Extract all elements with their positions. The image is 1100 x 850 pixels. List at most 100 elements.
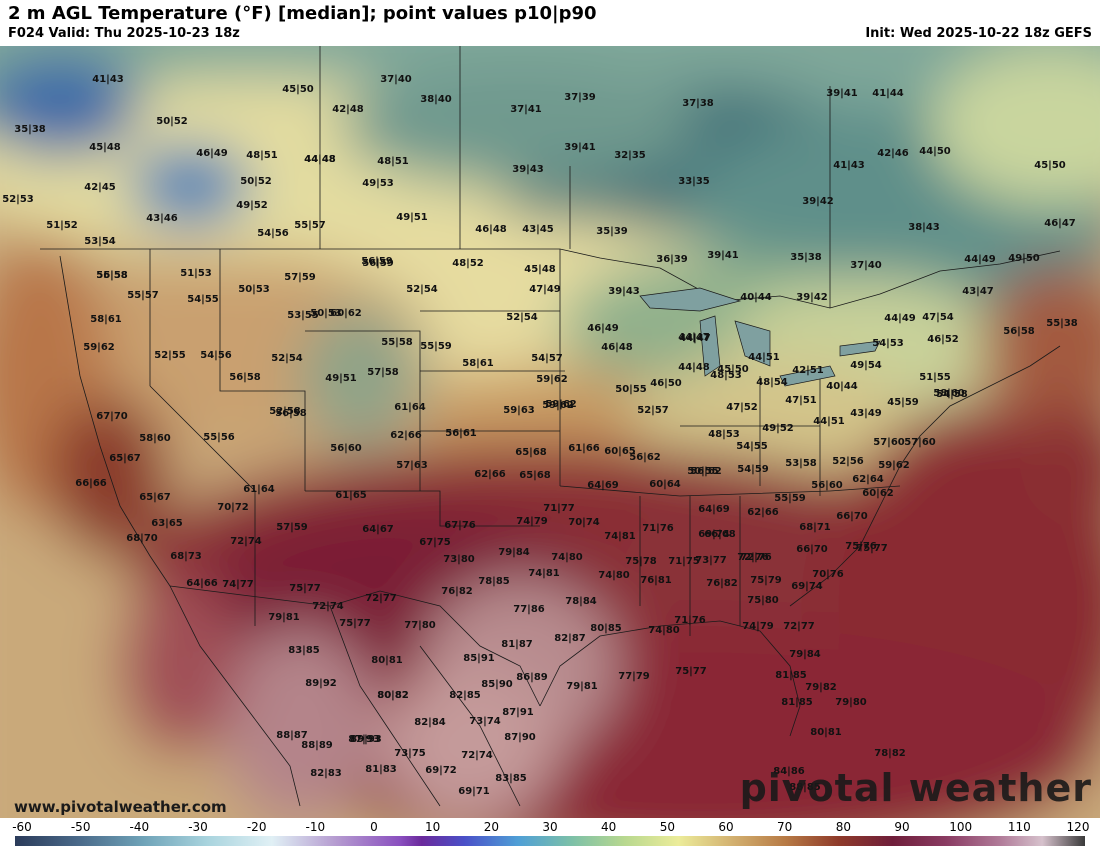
point-value-label: 85|91 (463, 653, 495, 664)
point-value-label: 59|62 (83, 342, 115, 353)
point-value-label: 59|63 (503, 405, 535, 416)
map-header: 2 m AGL Temperature (°F) [median]; point… (0, 0, 1100, 46)
great-lakes (639, 287, 881, 387)
scale-label: -40 (129, 820, 150, 834)
point-value-label: 37|40 (380, 74, 412, 85)
point-value-label: 56|58 (1003, 326, 1035, 337)
point-value-label: 72|74 (312, 601, 344, 612)
point-value-label: 64|67 (362, 524, 394, 535)
point-value-label: 41|44 (872, 88, 904, 99)
point-value-label: 42|51 (792, 365, 824, 376)
point-value-label: 39|43 (608, 286, 640, 297)
point-value-label: 79|84 (789, 649, 821, 660)
point-value-label: 67|76 (444, 520, 476, 531)
point-value-label: 61|64 (243, 484, 275, 495)
point-value-label: 71|76 (674, 615, 706, 626)
point-value-label: 79|82 (805, 682, 837, 693)
point-value-label: 61|65 (335, 490, 367, 501)
point-value-label: 65|67 (139, 492, 171, 503)
point-value-label: 56|59 (361, 256, 393, 267)
point-value-label: 64|66 (186, 578, 218, 589)
point-value-label: 75|77 (675, 666, 707, 677)
point-value-label: 82|85 (449, 690, 481, 701)
point-value-label: 39|43 (512, 164, 544, 175)
point-value-label: 73|77 (695, 555, 727, 566)
point-value-label: 41|43 (833, 160, 865, 171)
point-value-label: 62|66 (474, 469, 506, 480)
point-value-label: 46|49 (196, 148, 228, 159)
point-value-label: 38|40 (420, 94, 452, 105)
point-value-label: 58|61 (462, 358, 494, 369)
point-value-label: 57|59 (284, 272, 316, 283)
point-value-label: 39|42 (796, 292, 828, 303)
point-value-label: 64|69 (587, 480, 619, 491)
temperature-map[interactable]: 41|43 45|50 37|40 38|40 42|48 37|41 37|39 37|38… (0, 46, 1100, 818)
point-value-label: 83|85 (288, 645, 320, 656)
point-value-label: 77|79 (618, 671, 650, 682)
point-value-label: 35|38 (14, 124, 46, 135)
point-value-label: 74|81 (604, 531, 636, 542)
political-borders (40, 46, 1061, 807)
point-value-label: 81|85 (775, 670, 807, 681)
point-value-label: 52|54 (406, 284, 438, 295)
point-value-label: 42|46 (877, 148, 909, 159)
point-value-label: 55|58 (96, 270, 128, 281)
point-value-label: 72|77 (783, 621, 815, 632)
point-value-label: 44|49 (884, 313, 916, 324)
point-value-label: 82|87 (554, 633, 586, 644)
point-value-label: 72|77 (365, 593, 397, 604)
point-value-label: 69|72 (425, 765, 457, 776)
point-value-label: 80|82 (377, 690, 409, 701)
point-value-label: 56|58 (275, 408, 307, 419)
point-value-label: 64|69 (698, 504, 730, 515)
point-values: 41|43 45|50 37|40 38|40 42|48 37|41 37|39 37|38… (2, 74, 1078, 797)
point-value-label: 48|51 (377, 156, 409, 167)
point-value-label: 59|62 (545, 399, 577, 410)
scale-label: -10 (305, 820, 326, 834)
point-value-label: 54|59 (737, 464, 769, 475)
point-value-label: 54|56 (200, 350, 232, 361)
point-value-label: 44|48 (304, 154, 336, 165)
point-value-label: 42|45 (84, 182, 116, 193)
point-value-label: 87|93 (348, 734, 380, 745)
point-value-label: 39|42 (802, 196, 834, 207)
point-value-label: 83|85 (495, 773, 527, 784)
point-value-label: 56|58 (96, 270, 128, 281)
scale-label: 40 (601, 820, 617, 834)
point-value-label: 77|86 (513, 604, 545, 615)
brand-logo: pivotal weather (739, 766, 1092, 810)
site-url[interactable]: www.pivotalweather.com (14, 798, 227, 816)
point-value-label: 57|60 (873, 437, 905, 448)
point-value-label: 39|41 (564, 142, 596, 153)
point-value-label: 52|57 (637, 405, 669, 416)
point-value-label: 46|48 (475, 224, 507, 235)
scale-label: 70 (777, 820, 793, 834)
point-value-label: 82|83 (310, 768, 342, 779)
point-value-label: 82|84 (414, 717, 446, 728)
point-value-label: 71|75 (668, 556, 700, 567)
point-value-label: 79|84 (498, 547, 530, 558)
point-value-label: 37|41 (510, 104, 542, 115)
point-value-label: 59|62 (542, 400, 574, 411)
point-value-label: 41|43 (92, 74, 124, 85)
point-value-label: 54|56 (257, 228, 289, 239)
point-value-label: 68|71 (799, 522, 831, 533)
point-value-label: 78|84 (565, 596, 597, 607)
point-value-label: 58|60 (139, 433, 171, 444)
point-value-label: 76|82 (706, 578, 738, 589)
temperature-field (0, 46, 1100, 818)
point-value-label: 68|73 (170, 551, 202, 562)
point-value-label: 47|51 (785, 395, 817, 406)
point-value-label: 37|38 (682, 98, 714, 109)
scale-label: 30 (542, 820, 558, 834)
point-value-label: 55|57 (294, 220, 326, 231)
point-value-label: 70|76 (812, 569, 844, 580)
point-value-label: 56|61 (445, 428, 477, 439)
point-value-label: 59|62 (878, 460, 910, 471)
point-value-label: 45|48 (524, 264, 556, 275)
point-value-label: 54|55 (736, 441, 768, 452)
point-value-label: 75|79 (750, 575, 782, 586)
point-value-label: 52|58 (269, 406, 301, 417)
point-value-label: 47|49 (529, 284, 561, 295)
point-value-label: 47|54 (922, 312, 954, 323)
